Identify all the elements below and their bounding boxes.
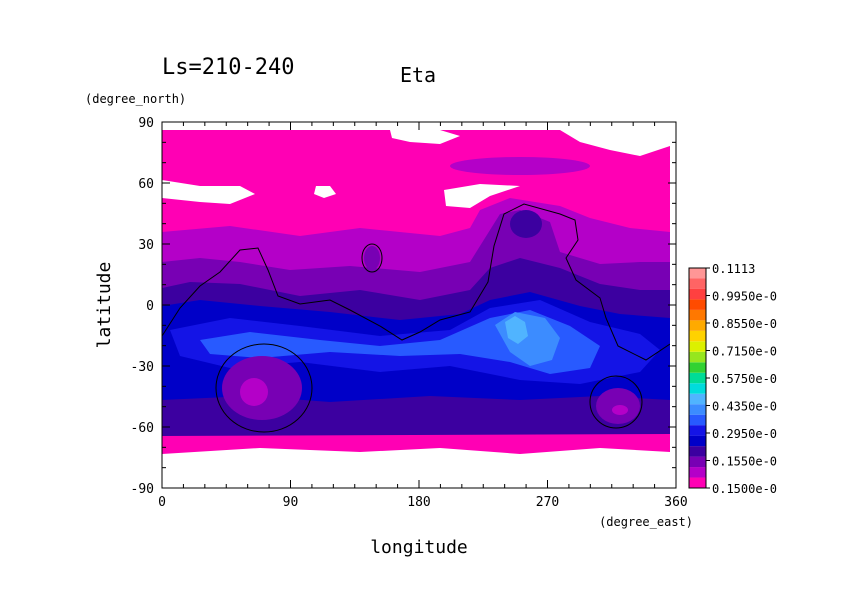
colorbar-label: 0.1550e-0 [712,455,777,469]
elysium-spot [364,246,380,270]
crater-argyre-core [612,405,628,415]
elysium-contour [361,243,383,273]
colorbar-label: 0.4350e-0 [712,400,777,414]
colorbar-label: 0.1500e-0 [712,482,777,496]
colorbar-swatch [689,330,706,342]
colorbar-swatch [689,362,706,373]
tharsis-spot [510,210,542,238]
colorbar-swatch [689,425,706,436]
y-axis-label: latitude [94,262,115,349]
contour-fill [162,130,670,454]
x-tick-label: 0 [158,495,166,510]
colorbar-swatch [689,268,706,279]
colorbar-swatch [689,278,706,289]
y-tick-label: 30 [138,238,154,253]
colorbar-swatch [689,393,706,405]
colorbar-swatch [689,288,706,300]
field-south-high [162,434,670,454]
colorbar-swatch [689,351,706,363]
y-unit-label: (degree_north) [85,92,186,106]
colorbar-swatch [689,435,706,447]
colorbar-label: 0.9950e-0 [712,290,777,304]
colorbar-swatch [689,320,706,331]
y-axis: 90 60 30 0 -30 -60 -90 [131,116,676,497]
colorbar-label: 0.1113 [712,262,755,276]
south-polar-gap [162,448,670,454]
x-tick-label: 270 [536,495,559,510]
chart-subtitle: Ls=210-240 [162,55,294,80]
crater-hellas-core [240,378,268,406]
chart-title: Eta [400,63,436,87]
colorbar-label: 0.7150e-0 [712,345,777,359]
y-tick-label: 90 [138,116,154,131]
y-tick-label: -90 [131,482,154,497]
colorbar-swatch [689,383,706,394]
north-band-streak [450,157,590,175]
y-tick-label: 0 [146,299,154,314]
colorbar-swatch [689,456,706,468]
x-axis: 0 90 180 270 360 [158,122,688,510]
hellas-contour [215,343,313,433]
colorbar-swatch [689,309,706,321]
north-polar-gap-2 [560,130,670,156]
colorbar-label: 0.2950e-0 [712,427,777,441]
x-unit-label: (degree_east) [599,515,693,529]
colorbar-label: 0.5750e-0 [712,372,777,386]
x-tick-label: 90 [283,495,299,510]
x-tick-label: 180 [407,495,430,510]
north-polar-gap-1 [390,130,460,144]
colorbar-swatch [689,404,706,415]
colorbar: 0.1113 0.9950e-0 0.8550e-0 0.7150e-0 0.5750e… [688,262,777,496]
x-axis-label: longitude [370,537,468,558]
north-polar-gap-3 [162,180,255,204]
colorbar-swatch [689,414,706,426]
colorbar-label: 0.8550e-0 [712,317,777,331]
argyre-contour [589,375,643,429]
y-tick-label: -60 [131,421,154,436]
topo-contours [162,203,670,433]
y-tick-label: 60 [138,177,154,192]
field-core-cyan [505,316,528,344]
north-polar-gap-5 [444,184,520,208]
north-polar-gap-4 [314,186,336,198]
dichotomy-contour [162,203,670,361]
colorbar-swatch [689,467,706,478]
colorbar-swatch [689,372,706,384]
y-tick-label: -30 [131,360,154,375]
colorbar-swatch [689,299,706,310]
colorbar-swatch [689,477,706,488]
colorbar-swatch [689,341,706,352]
x-tick-label: 360 [664,495,687,510]
colorbar-swatch [689,446,706,457]
